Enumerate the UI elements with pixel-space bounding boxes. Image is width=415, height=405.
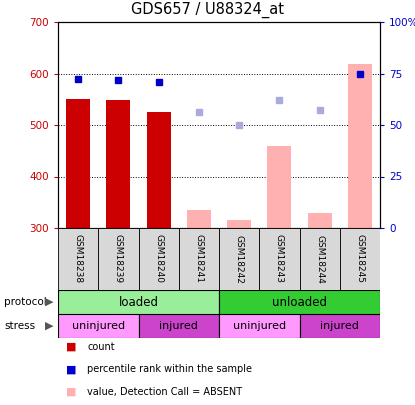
Text: uninjured: uninjured [72,321,125,331]
Text: injured: injured [159,321,198,331]
Bar [139,228,179,290]
Bar [219,314,300,338]
Bar [300,228,340,290]
Text: ▶: ▶ [45,321,54,331]
Bar [219,228,259,290]
Bar [179,228,219,290]
Bar [146,112,171,228]
Bar [300,314,380,338]
Text: GSM18239: GSM18239 [114,234,123,284]
Bar [58,290,219,314]
Text: loaded: loaded [119,296,159,309]
Bar [340,228,380,290]
Bar [348,64,372,228]
Text: GSM18245: GSM18245 [355,234,364,284]
Text: GSM18243: GSM18243 [275,234,284,284]
Text: count: count [87,342,115,352]
Text: value, Detection Call = ABSENT: value, Detection Call = ABSENT [87,387,242,396]
Text: injured: injured [320,321,359,331]
Text: GSM18244: GSM18244 [315,234,324,284]
Text: GSM18240: GSM18240 [154,234,163,284]
Bar [106,100,130,228]
Bar [58,314,139,338]
Text: ■: ■ [66,342,77,352]
Text: unloaded: unloaded [272,296,327,309]
Text: ■: ■ [66,364,77,374]
Bar [227,220,251,228]
Bar [139,314,219,338]
Bar [66,99,90,228]
Text: uninjured: uninjured [233,321,286,331]
Text: GSM18242: GSM18242 [234,234,244,284]
Text: GSM18238: GSM18238 [73,234,83,284]
Bar [267,146,291,228]
Text: GSM18241: GSM18241 [194,234,203,284]
Bar [187,210,211,228]
Text: GDS657 / U88324_at: GDS657 / U88324_at [131,2,284,18]
Text: ■: ■ [66,387,77,396]
Text: stress: stress [4,321,35,331]
Text: protocol: protocol [4,297,47,307]
Text: ▶: ▶ [45,297,54,307]
Bar [308,213,332,228]
Bar [98,228,139,290]
Text: percentile rank within the sample: percentile rank within the sample [87,364,252,374]
Bar [219,290,380,314]
Bar [259,228,300,290]
Bar [58,228,98,290]
